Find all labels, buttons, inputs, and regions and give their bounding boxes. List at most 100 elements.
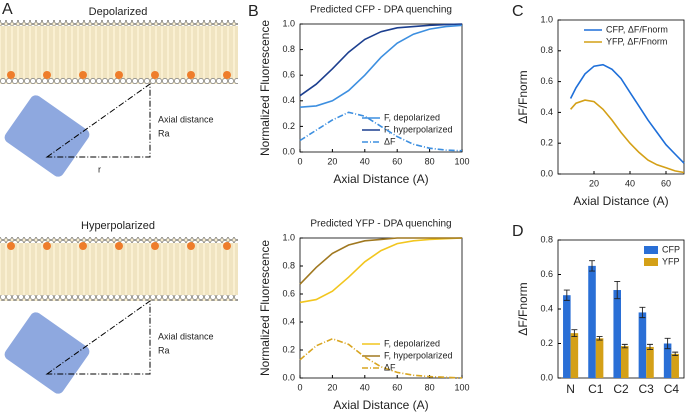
line-series	[299, 23, 463, 97]
x-tick-label: 60	[392, 382, 402, 392]
x-axis-label: Axial Distance (A)	[333, 172, 428, 186]
panel-a: Depolarized Axial distance Ra r Hyperpol…	[0, 6, 238, 394]
x-tick-label: 40	[360, 382, 370, 392]
bar	[638, 312, 647, 378]
bar	[563, 295, 571, 378]
error-bar	[596, 336, 603, 341]
ra-label: Ra	[158, 345, 170, 355]
axial-label: Axial distance	[158, 114, 214, 124]
panel-label: A	[2, 1, 13, 18]
legend-label: YFP	[662, 256, 680, 266]
bar	[663, 343, 672, 378]
error-bar	[571, 329, 578, 338]
error-bar	[589, 260, 596, 272]
y-tick-label: 0.4	[540, 107, 553, 117]
line-series	[299, 337, 463, 379]
legend-label: YFP, ΔF/Fnorm	[606, 36, 667, 46]
y-tick-label: 0.4	[282, 95, 295, 105]
legend-swatch	[644, 246, 658, 254]
bar	[570, 333, 579, 378]
error-bar	[646, 343, 653, 350]
legend-label: CFP	[662, 244, 680, 254]
y-tick-label: 0.0	[282, 372, 295, 382]
x-tick-label: 40	[625, 178, 635, 188]
y-axis-label: Normalized Fluorescence	[258, 20, 272, 156]
line-series	[299, 24, 463, 108]
line-series	[299, 237, 462, 285]
line-series	[570, 99, 685, 174]
y-tick-label: 0.8	[540, 234, 553, 244]
head-groups	[0, 78, 238, 84]
y-tick-label: 0.6	[540, 269, 553, 279]
error-bar	[639, 306, 646, 319]
error-bar	[614, 280, 621, 300]
x-tick-label: 0	[297, 382, 302, 392]
y-tick-label: 0.6	[282, 288, 295, 298]
head-groups	[0, 295, 238, 301]
protein	[4, 312, 90, 394]
x-tick-label: 100	[454, 382, 469, 392]
x-tick-label: C4	[664, 382, 680, 396]
chart-title: Predicted CFP - DPA quenching	[310, 5, 452, 16]
legend-label: F, depolarized	[384, 338, 440, 348]
dpa-dots	[7, 242, 231, 250]
x-tick-label: 20	[327, 382, 337, 392]
head-groups	[0, 20, 238, 26]
x-tick-label: 40	[360, 156, 370, 166]
line-series	[299, 111, 463, 152]
geometry-lines	[45, 83, 151, 158]
y-tick-label: 0.6	[540, 76, 553, 86]
legend-label: ΔF	[384, 362, 396, 372]
x-tick-label: 20	[327, 156, 337, 166]
bar	[588, 265, 596, 378]
ra-label: Ra	[158, 128, 170, 138]
y-tick-label: 1.0	[282, 232, 295, 242]
dpa-dots	[7, 71, 231, 79]
axial-label: Axial distance	[158, 331, 214, 341]
x-tick-label: 60	[661, 178, 671, 188]
panel-label: D	[512, 223, 524, 240]
y-tick-label: 0.8	[282, 44, 295, 54]
y-tick-label: 0.0	[282, 146, 295, 156]
legend-label: ΔF	[384, 136, 396, 146]
bar	[646, 346, 654, 378]
y-tick-label: 0.2	[540, 338, 553, 348]
x-axis-label: Axial Distance (A)	[573, 194, 668, 208]
bar	[621, 346, 629, 378]
legend-label: F, depolarized	[384, 112, 440, 122]
x-tick-label: 100	[454, 156, 469, 166]
chart-title: Predicted YFP - DPA quenching	[310, 219, 451, 230]
y-tick-label: 0.8	[282, 260, 295, 270]
y-tick-label: 0.2	[282, 121, 295, 131]
x-tick-label: 0	[297, 156, 302, 166]
r-label: r	[98, 164, 101, 174]
y-axis-label: ΔF/Fnorm	[516, 282, 530, 335]
y-tick-label: 0.2	[540, 138, 553, 148]
x-tick-label: 20	[589, 178, 599, 188]
line-series	[299, 237, 463, 304]
x-tick-label: N	[566, 382, 575, 396]
bar	[671, 353, 679, 378]
plot-frame	[299, 23, 463, 153]
error-bar	[563, 289, 570, 301]
bar	[595, 338, 604, 378]
y-tick-label: 0.0	[540, 372, 553, 382]
error-bar	[621, 343, 628, 349]
line-series	[569, 63, 685, 164]
state-label: Hyperpolarized	[81, 220, 155, 232]
panel-label: B	[248, 3, 259, 20]
y-tick-label: 0.6	[282, 70, 295, 80]
panel-label: C	[512, 3, 524, 20]
x-axis-label: Axial Distance (A)	[333, 398, 428, 412]
y-tick-label: 0.4	[282, 316, 295, 326]
plot-frame	[557, 19, 685, 175]
y-tick-label: 0.0	[540, 168, 553, 178]
y-tick-label: 0.2	[282, 344, 295, 354]
x-tick-label: C3	[639, 382, 655, 396]
error-bar	[672, 351, 679, 357]
y-axis-label: ΔF/Fnorm	[516, 70, 530, 123]
x-tick-label: C1	[588, 382, 604, 396]
legend-label: CFP, ΔF/Fnorm	[606, 24, 668, 34]
y-tick-label: 1.0	[540, 14, 553, 24]
